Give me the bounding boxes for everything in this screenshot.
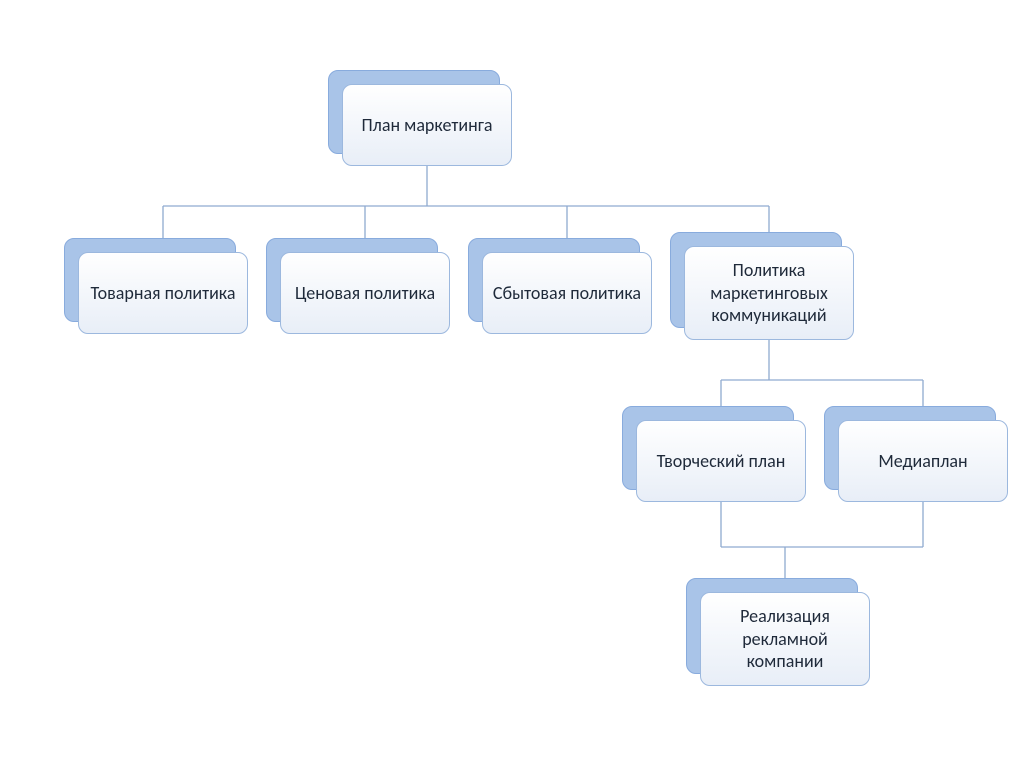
node-label: Творческий план — [636, 420, 806, 502]
node-n7: Реализация рекламной компании — [700, 592, 870, 686]
node-n6: Медиаплан — [838, 420, 1008, 502]
node-label: Медиаплан — [838, 420, 1008, 502]
node-n4: Политика маркетинговых коммуникаций — [684, 246, 854, 340]
node-label: Политика маркетинговых коммуникаций — [684, 246, 854, 340]
node-n3: Сбытовая политика — [482, 252, 652, 334]
node-label: Ценовая политика — [280, 252, 450, 334]
node-label: Товарная политика — [78, 252, 248, 334]
connectors-layer — [0, 0, 1024, 767]
node-n5: Творческий план — [636, 420, 806, 502]
node-root: План маркетинга — [342, 84, 512, 166]
node-n2: Ценовая политика — [280, 252, 450, 334]
node-n1: Товарная политика — [78, 252, 248, 334]
node-label: Сбытовая политика — [482, 252, 652, 334]
node-label: План маркетинга — [342, 84, 512, 166]
node-label: Реализация рекламной компании — [700, 592, 870, 686]
